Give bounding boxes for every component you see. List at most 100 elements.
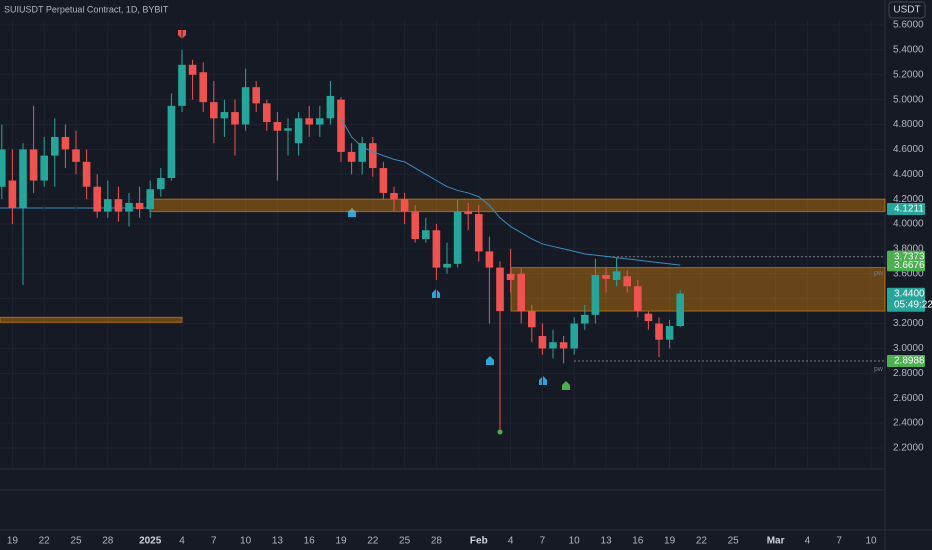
moving-average [340,118,681,266]
x-tick-label: 19 [664,536,676,547]
candle-body [263,103,271,123]
candle-body [634,286,642,312]
candle-body [559,342,568,349]
x-tick-label: 25 [70,536,82,547]
y-tick-label: 2.4000 [893,418,924,429]
candle-body [316,118,324,125]
candle-body [241,87,250,125]
x-tick-label: 7 [540,536,546,547]
candle-body [612,271,621,281]
x-tick-label: 19 [335,536,347,547]
price-tag: pw [874,270,884,277]
candle-body [125,202,133,212]
candle-body [379,168,388,193]
zone [510,267,886,312]
candle-body [93,186,101,212]
candle-body [453,211,462,264]
x-tick-label: 13 [272,536,284,547]
price-label-box [887,355,925,368]
price-label: 3.7373 [894,251,925,262]
candle-body [400,199,409,212]
x-tick-label: 7 [211,536,217,547]
candle-body [157,178,165,190]
candle-body [665,326,674,340]
buy-signal [348,208,356,217]
candle-body [549,342,557,349]
candle-body [464,211,472,215]
candle-body [570,323,578,349]
y-tick-label: 4.0000 [893,219,924,230]
y-tick-label: 4.4000 [893,169,924,180]
candle-body [167,105,176,179]
zone [149,198,886,213]
countdown: 05:49:22 [894,299,932,310]
candle-body [432,230,441,268]
candle-body [390,192,398,200]
candle-body [506,273,515,281]
candle-body [676,293,684,327]
candle-body [135,202,144,210]
candle-body [591,275,600,315]
candle-body [104,199,112,212]
y-tick-label: 3.6000 [893,268,924,279]
price-label: 2.8988 [894,356,925,367]
candle-body [199,72,207,103]
y-tick-label: 4.2000 [893,194,924,205]
candle-body [188,64,197,75]
x-tick-label: 22 [39,536,51,547]
candle-body [496,267,504,312]
price-label-box [887,259,925,272]
x-tick-label: 28 [102,536,114,547]
candle-body [644,313,653,322]
candle-body [114,199,123,212]
candle-body [40,155,48,181]
currency[interactable]: USDT [893,5,920,16]
candle-body [61,136,70,150]
candle-body [284,128,292,131]
candle-body [273,122,282,131]
y-tick-label: 3.8000 [893,244,924,255]
buy-signal [486,356,494,365]
x-tick-label: 4 [805,536,811,547]
candle-body [326,95,335,119]
candle-body [8,180,17,208]
x-tick-label: 10 [240,536,252,547]
candle-body [475,214,483,252]
candle-body [517,273,525,312]
candle-body [305,118,313,125]
candle-body [72,149,80,162]
candle-body [411,211,419,239]
candle-body [19,149,27,208]
x-tick-label: 19 [7,536,19,547]
candle-body [294,118,303,144]
y-tick-label: 5.2000 [893,69,924,80]
x-tick-label: 28 [431,536,443,547]
candle-body [337,99,345,152]
candle-body [29,149,38,181]
x-tick-label: 10 [865,536,877,547]
y-tick-label: 4.8000 [893,119,924,130]
price-tag: pw [874,366,884,373]
candle-body [51,136,59,156]
buy-signal [562,381,570,390]
candle-body [581,314,589,324]
chart-title: SUIUSDT Perpetual Contract, 1D, BYBIT [4,4,169,14]
y-tick-label: 3.0000 [893,343,924,354]
currency-box[interactable] [888,1,926,19]
price-label-box [887,202,925,215]
candle-body [0,149,6,187]
y-tick-label: 2.8000 [893,368,924,379]
y-tick-label: 4.6000 [893,144,924,155]
candle-body [369,143,377,169]
x-tick-label: 2025 [139,536,162,547]
candle-body [231,112,239,125]
price-label-box [887,287,925,312]
x-tick-label: 25 [728,536,740,547]
candle-body [178,64,186,106]
candle-body [528,311,536,328]
candle-body [602,275,610,279]
x-tick-label: 4 [508,536,514,547]
candle-body [485,251,494,268]
